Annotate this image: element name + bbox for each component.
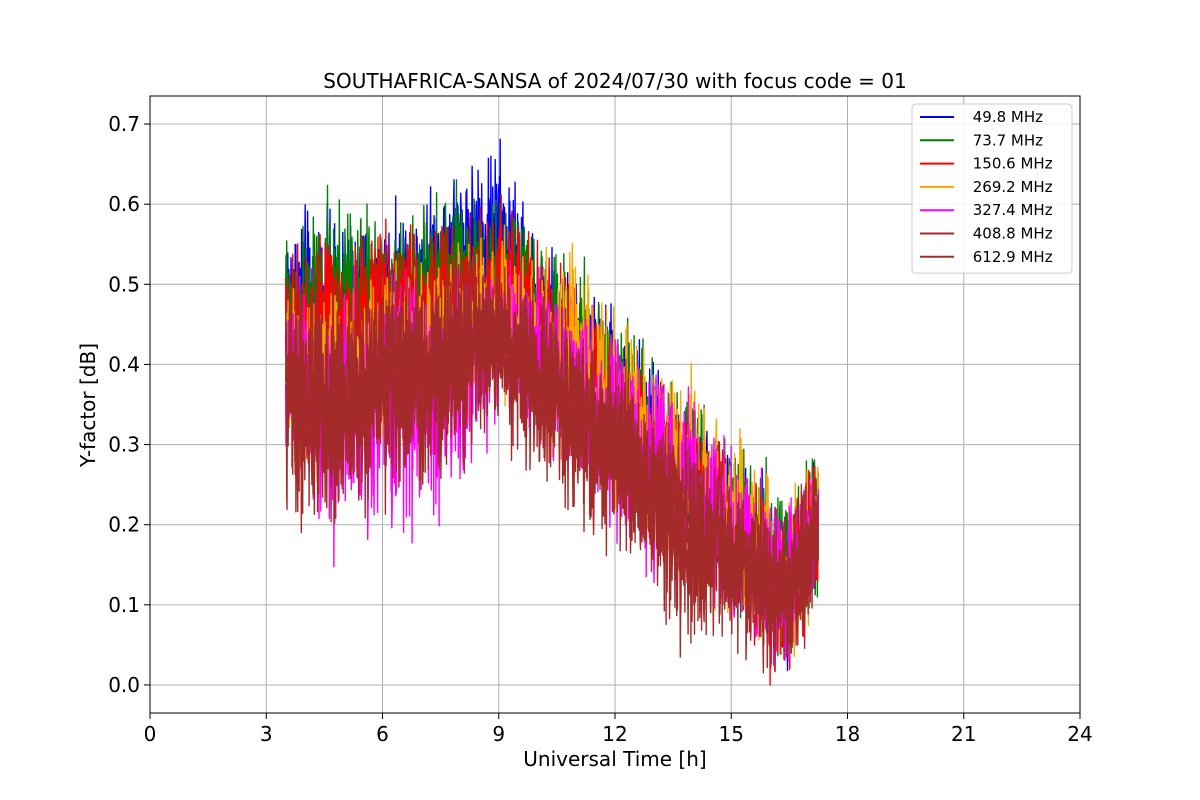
y-tick-label: 0.4 <box>108 352 140 376</box>
legend-entry: 408.8 MHz <box>968 225 1053 243</box>
y-axis-label: Y-factor [dB] <box>76 343 100 468</box>
x-tick-label: 21 <box>951 722 976 746</box>
legend-entry: 612.9 MHz <box>968 248 1053 266</box>
y-tick-label: 0.5 <box>108 272 140 296</box>
legend: 49.8 MHz 73.7 MHz 150.6 MHz 269.2 MHz 32… <box>911 103 1073 274</box>
x-tick-label: 15 <box>719 722 744 746</box>
series-line <box>284 247 820 669</box>
x-tick-label: 6 <box>376 722 389 746</box>
x-tick-label: 0 <box>144 722 157 746</box>
y-tick-label: 0.7 <box>108 112 140 136</box>
legend-entry: 150.6 MHz <box>968 155 1053 173</box>
y-tick-label: 0.2 <box>108 513 140 537</box>
legend-entry: 327.4 MHz <box>968 201 1053 219</box>
legend-box <box>911 103 1073 274</box>
x-axis-ticks: 0 3 6 9 12 15 18 21 24 <box>144 713 1093 746</box>
x-axis-label: Universal Time [h] <box>523 747 706 771</box>
y-axis-ticks: 0.0 0.1 0.2 0.3 0.4 0.5 0.6 0.7 <box>108 112 150 697</box>
y-tick-label: 0.3 <box>108 433 140 457</box>
x-tick-label: 12 <box>602 722 627 746</box>
chart-title: SOUTHAFRICA-SANSA of 2024/07/30 with foc… <box>323 69 907 93</box>
legend-entry: 49.8 MHz <box>968 108 1043 126</box>
x-tick-label: 24 <box>1067 722 1092 746</box>
legend-entry: 269.2 MHz <box>968 178 1053 196</box>
y-tick-label: 0.1 <box>108 593 140 617</box>
y-tick-label: 0.0 <box>108 673 140 697</box>
x-tick-label: 3 <box>260 722 273 746</box>
legend-entry: 73.7 MHz <box>968 131 1043 149</box>
x-tick-label: 18 <box>835 722 860 746</box>
series-layer <box>284 138 820 686</box>
y-tick-label: 0.6 <box>108 192 140 216</box>
x-tick-label: 9 <box>492 722 505 746</box>
